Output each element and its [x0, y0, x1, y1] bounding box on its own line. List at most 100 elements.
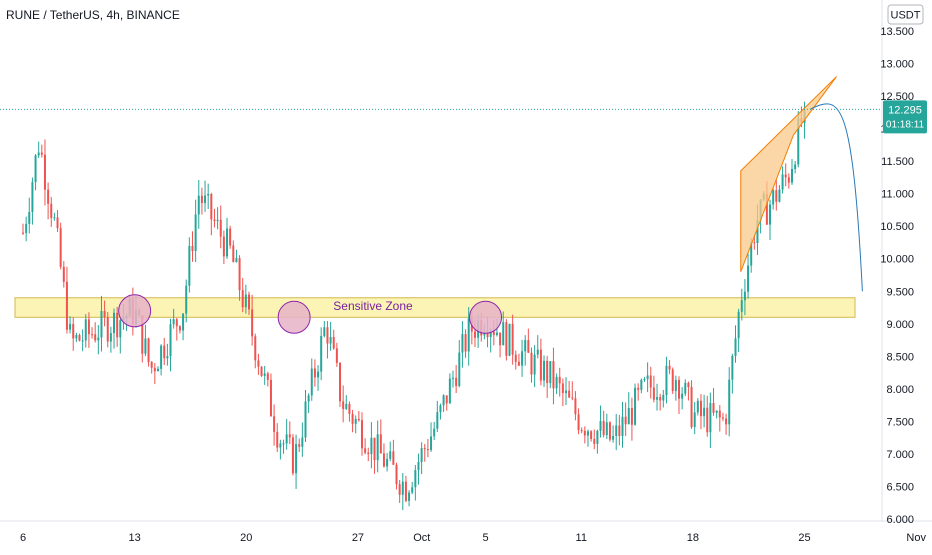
candle — [539, 338, 542, 386]
candle-body — [467, 318, 470, 352]
candle-body — [539, 349, 542, 381]
candle-body — [514, 354, 517, 362]
candle-body — [433, 428, 436, 437]
candle-body — [182, 313, 185, 331]
candle-body — [637, 387, 640, 390]
candle — [326, 321, 329, 359]
candle — [772, 188, 775, 210]
highlight-circle[interactable] — [469, 300, 503, 334]
rising-wedge[interactable] — [740, 76, 837, 272]
candle-body — [62, 266, 65, 282]
candle-body — [266, 373, 269, 380]
candle — [467, 307, 470, 366]
candle-body — [649, 375, 652, 388]
candle-body — [188, 245, 191, 286]
candle-body — [668, 365, 671, 370]
candle — [715, 410, 718, 419]
candle — [194, 199, 197, 263]
candle-body — [452, 377, 455, 379]
candle-body — [232, 245, 235, 263]
candle — [81, 329, 84, 352]
candle — [508, 323, 511, 357]
candle — [665, 356, 668, 404]
candle-body — [345, 403, 348, 410]
candle — [530, 347, 533, 383]
candle-body — [709, 403, 712, 433]
candle-body — [524, 340, 527, 352]
candle-body — [28, 211, 31, 224]
candle-body — [147, 338, 150, 363]
highlight-circle[interactable] — [277, 300, 311, 334]
candle-body — [367, 452, 370, 455]
candle-body — [395, 464, 398, 485]
candle-body — [580, 430, 583, 432]
candle — [266, 371, 269, 387]
y-tick-label: 12.500 — [880, 91, 914, 103]
candle — [543, 355, 546, 387]
candle-body — [612, 435, 615, 440]
candle-body — [282, 443, 285, 445]
candle-body — [295, 444, 298, 474]
candle — [687, 381, 690, 401]
candle-body — [718, 410, 721, 418]
candle-body — [630, 408, 633, 425]
candle-body — [389, 451, 392, 459]
projection-curve[interactable] — [810, 103, 863, 292]
candle — [461, 321, 464, 368]
candle-body — [75, 335, 78, 339]
candle — [269, 373, 272, 417]
candle-body — [119, 320, 122, 338]
candle-body — [436, 412, 439, 429]
candle-body — [590, 431, 593, 440]
candle — [97, 325, 100, 355]
candle-body — [298, 444, 301, 447]
sensitive-zone-box[interactable] — [14, 297, 856, 318]
candle — [499, 332, 502, 358]
candle — [649, 366, 652, 399]
candle — [50, 196, 53, 227]
candle-body — [116, 312, 119, 338]
highlight-circle[interactable] — [118, 294, 152, 328]
candle-body — [693, 412, 696, 428]
currency-button[interactable] — [887, 4, 924, 25]
candle — [260, 366, 263, 377]
candle-body — [640, 379, 643, 390]
candle — [254, 333, 257, 369]
candle-body — [455, 377, 458, 387]
candle — [404, 475, 407, 503]
candle-body — [517, 361, 520, 366]
candle — [389, 441, 392, 462]
candle-body — [40, 152, 43, 155]
candle-body — [97, 337, 100, 341]
candle-body — [156, 368, 159, 372]
candle-body — [728, 379, 731, 425]
candle-body — [254, 336, 257, 361]
y-tick-label: 13.500 — [880, 26, 914, 38]
candle — [436, 400, 439, 432]
candle — [298, 438, 301, 452]
candle — [31, 177, 34, 225]
candle-body — [229, 228, 232, 246]
candle — [106, 311, 109, 348]
candle-body — [376, 434, 379, 461]
candle-body — [662, 395, 665, 401]
candle-body — [740, 300, 743, 312]
candle-body — [260, 366, 263, 376]
candle-body — [731, 355, 734, 380]
candle-body — [521, 351, 524, 366]
candle — [25, 216, 28, 242]
candle-body — [439, 405, 442, 413]
candle-body — [552, 361, 555, 389]
candle — [100, 295, 103, 352]
candle — [593, 429, 596, 450]
candle — [561, 378, 564, 407]
candle — [222, 230, 225, 264]
candle-body — [492, 331, 495, 336]
candle — [634, 383, 637, 426]
candle-body — [379, 434, 382, 454]
candle — [65, 266, 68, 334]
candle-body — [414, 470, 417, 488]
candle-body — [47, 189, 50, 204]
